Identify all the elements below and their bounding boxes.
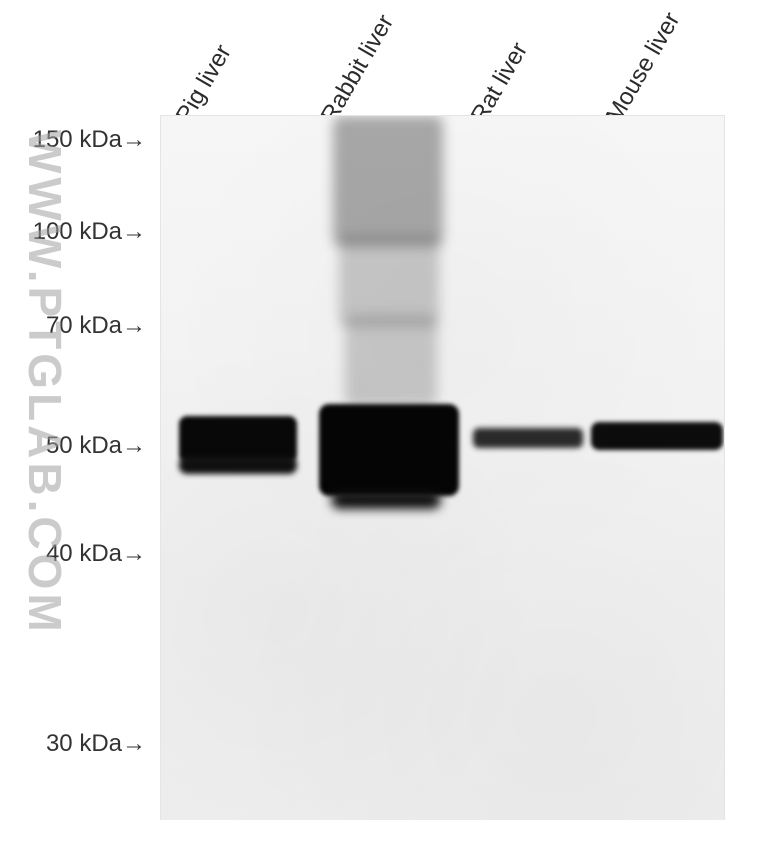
lane-label-rabbit-liver: Rabbit liver (316, 10, 400, 128)
smear-rabbit-top (333, 116, 443, 246)
figure-container: 150 kDa→ 100 kDa→ 70 kDa→ 50 kDa→ 40 kDa… (0, 0, 760, 850)
band-pig-lower (179, 456, 297, 474)
marker-150kda: 150 kDa→ (6, 126, 146, 154)
lane-label-mouse-liver: Mouse liver (601, 8, 687, 128)
marker-100kda: 100 kDa→ (6, 218, 146, 246)
smear-rabbit-low (345, 316, 437, 406)
smear-rabbit-mid (339, 236, 439, 326)
marker-40kda: 40 kDa→ (6, 540, 146, 568)
marker-30kda: 30 kDa→ (6, 730, 146, 758)
band-mouse-main (591, 422, 723, 450)
band-rat-main (473, 428, 583, 448)
band-rabbit-tail (331, 491, 441, 509)
marker-70kda: 70 kDa→ (6, 312, 146, 340)
band-rabbit-main (319, 404, 459, 496)
blot-membrane (160, 115, 725, 820)
marker-50kda: 50 kDa→ (6, 432, 146, 460)
